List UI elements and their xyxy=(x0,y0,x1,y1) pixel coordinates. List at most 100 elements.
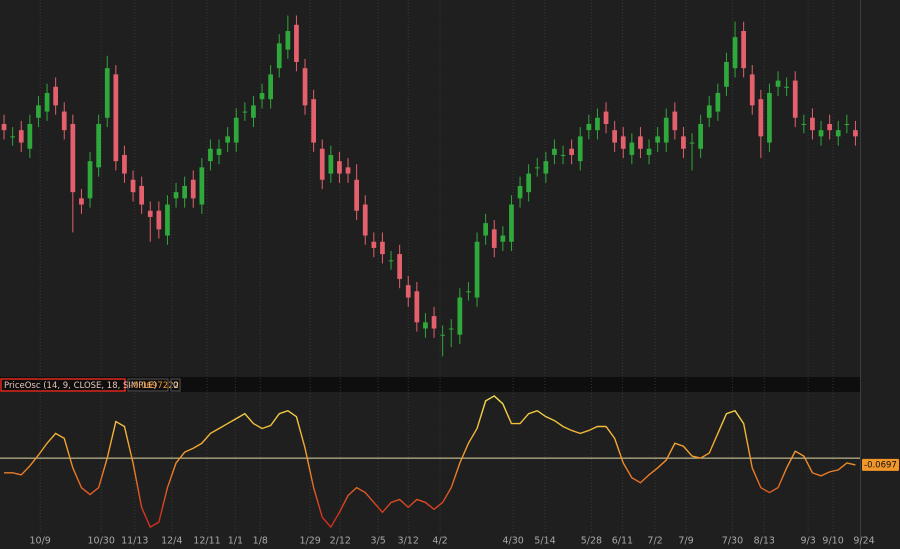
candle-body xyxy=(165,204,170,236)
candle-body xyxy=(672,111,678,131)
candle-body xyxy=(380,241,385,255)
candle-body xyxy=(792,80,798,118)
grid xyxy=(39,0,834,533)
candle-body xyxy=(784,86,790,88)
candle-body xyxy=(53,86,59,106)
oscillator-line xyxy=(4,395,856,529)
candle-body xyxy=(190,179,196,199)
candle-body xyxy=(448,328,454,330)
candle-body xyxy=(612,130,618,143)
candle-body xyxy=(70,123,76,193)
candle-body xyxy=(749,74,755,106)
candle-body xyxy=(276,43,282,69)
x-tick-label: 7/2 xyxy=(647,536,662,547)
study-extra-box xyxy=(170,378,181,392)
candle-body xyxy=(775,80,781,87)
candle-body xyxy=(517,185,523,199)
candle-body xyxy=(242,111,248,113)
candle-body xyxy=(577,136,583,162)
x-tick-label: 4/30 xyxy=(502,536,523,547)
x-tick-label: 4/2 xyxy=(432,536,447,547)
study-value-box xyxy=(127,378,169,392)
candle-body xyxy=(689,142,695,144)
candle-body xyxy=(423,322,428,329)
candle-body xyxy=(827,123,833,131)
candle-body xyxy=(595,117,600,131)
x-tick-label: 7/30 xyxy=(722,536,743,547)
candle-body xyxy=(569,148,575,155)
candle-body xyxy=(388,260,394,262)
x-tick-label: 1/29 xyxy=(300,536,321,547)
candle-body xyxy=(362,204,368,236)
candle-body xyxy=(698,123,704,149)
candle-body xyxy=(534,167,540,169)
study-value: -0.0697222 xyxy=(130,381,179,391)
study-extra: 0 xyxy=(173,381,178,391)
candle-body xyxy=(328,154,334,174)
candle-body xyxy=(767,92,772,143)
candle-body xyxy=(483,223,489,236)
candle-body xyxy=(225,136,231,143)
candle-body xyxy=(491,229,497,248)
candle-body xyxy=(543,161,549,174)
candle-body xyxy=(853,130,858,137)
x-tick-label: 1/8 xyxy=(253,536,268,547)
candle-body xyxy=(302,68,308,106)
study-header-bar xyxy=(0,377,860,392)
candle-body xyxy=(18,130,24,143)
candle-body xyxy=(397,254,403,279)
candle-body xyxy=(122,154,127,174)
x-tick-label: 2/12 xyxy=(330,536,351,547)
candle-body xyxy=(655,136,661,143)
candle-body xyxy=(10,136,16,138)
candle-body xyxy=(294,24,299,62)
candle-body xyxy=(466,291,471,293)
candle-body xyxy=(27,123,33,149)
candle-body xyxy=(586,123,592,131)
candle-body xyxy=(526,173,532,193)
candle-body xyxy=(354,179,360,211)
x-tick-label: 9/10 xyxy=(822,536,843,547)
x-tick-label: 10/30 xyxy=(88,536,115,547)
candle-body xyxy=(87,161,93,199)
candle-body xyxy=(216,148,222,155)
candle-body xyxy=(629,142,635,155)
candle-body xyxy=(61,111,67,131)
candle-body xyxy=(251,105,256,118)
candle-body xyxy=(104,68,110,118)
candle-body xyxy=(620,136,626,149)
candle-body xyxy=(431,316,437,329)
candle-body xyxy=(199,167,205,205)
candle-body xyxy=(818,130,824,137)
last-value-tag xyxy=(862,458,899,471)
marks xyxy=(0,15,899,529)
candle-body xyxy=(758,99,764,137)
x-tick-label: 1/1 xyxy=(228,536,243,547)
candle-body xyxy=(732,37,738,69)
x-tick-label: 8/13 xyxy=(754,536,775,547)
candle-body xyxy=(208,148,213,162)
candle-body xyxy=(79,198,84,205)
x-tick-label: 10/9 xyxy=(29,536,50,547)
candle-body xyxy=(835,130,841,137)
x-tick-label: 7/9 xyxy=(678,536,693,547)
study-label-box[interactable] xyxy=(0,378,126,392)
candle-body xyxy=(560,154,566,156)
x-tick-label: 11/13 xyxy=(121,536,148,547)
candle-body xyxy=(319,148,325,180)
study-label: PriceOsc (14, 9, CLOSE, 18, SIMPLE) xyxy=(4,381,157,391)
x-tick-label: 12/4 xyxy=(161,536,182,547)
candle-body xyxy=(173,192,179,199)
x-tick-label: 9/24 xyxy=(853,536,874,547)
candle-body xyxy=(1,123,7,131)
candle-body xyxy=(810,117,815,131)
x-tick-label: 9/3 xyxy=(800,536,815,547)
x-tick-label: 5/14 xyxy=(534,536,555,547)
candle-body xyxy=(182,185,188,199)
candle-body xyxy=(36,105,41,118)
candle-body xyxy=(457,297,463,335)
candle-body xyxy=(147,210,153,217)
candle-body xyxy=(646,148,652,155)
candle-body xyxy=(638,136,643,149)
